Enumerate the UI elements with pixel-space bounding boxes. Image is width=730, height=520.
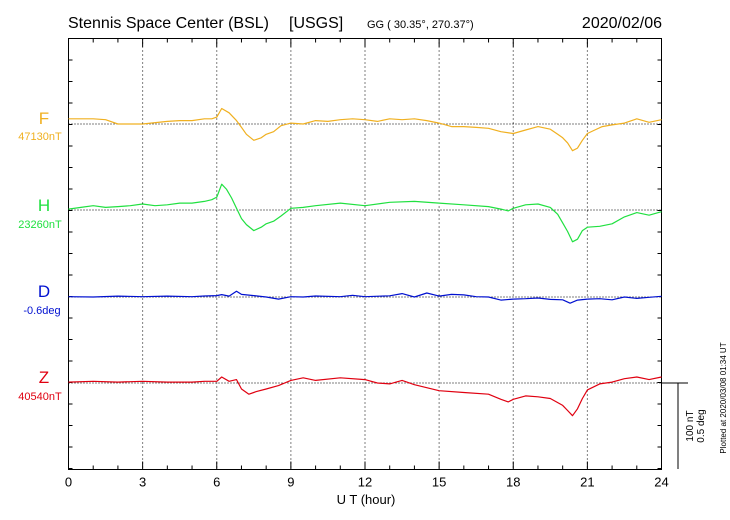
- axis-ticks: 0 3 6 9 12 15 18 21 24: [65, 38, 669, 490]
- series-line-z: [68, 376, 662, 417]
- series-label-z: Z: [39, 368, 49, 387]
- plotted-at-label: Plotted at 2020/03/08 01:34 UT: [719, 342, 728, 453]
- series-label-d: D: [38, 282, 50, 301]
- x-tick-label: 6: [213, 475, 220, 490]
- baseline-label-d: -0.6deg: [23, 305, 60, 317]
- x-tick-label: 0: [65, 475, 72, 490]
- grid: [142, 38, 588, 470]
- coordinates-label: GG ( 30.35°, 270.37°): [367, 19, 474, 31]
- series-line-d: [68, 290, 662, 304]
- x-tick-label: 24: [654, 475, 668, 490]
- x-tick-label: 12: [358, 475, 372, 490]
- agency-label: [USGS]: [289, 15, 343, 32]
- scale-label-deg: 0.5 deg: [696, 409, 707, 442]
- baseline-label-z: 40540nT: [18, 391, 62, 403]
- scale-label-nt: 100 nT: [685, 410, 696, 441]
- x-tick-label: 3: [139, 475, 146, 490]
- x-tick-label: 18: [506, 475, 520, 490]
- baseline-label-f: 47130nT: [18, 131, 62, 143]
- x-tick-label: 9: [287, 475, 294, 490]
- series-label-f: F: [39, 109, 49, 128]
- series-lines: [68, 107, 662, 417]
- x-tick-label: 15: [432, 475, 446, 490]
- x-axis-label: U T (hour): [337, 492, 396, 507]
- series-line-f: [68, 107, 662, 152]
- x-tick-label: 21: [580, 475, 594, 490]
- baseline-label-h: 23260nT: [18, 219, 62, 231]
- date-label: 2020/02/06: [582, 15, 662, 32]
- station-title: Stennis Space Center (BSL): [68, 15, 269, 32]
- series-line-h: [68, 183, 662, 243]
- series-label-h: H: [38, 196, 50, 215]
